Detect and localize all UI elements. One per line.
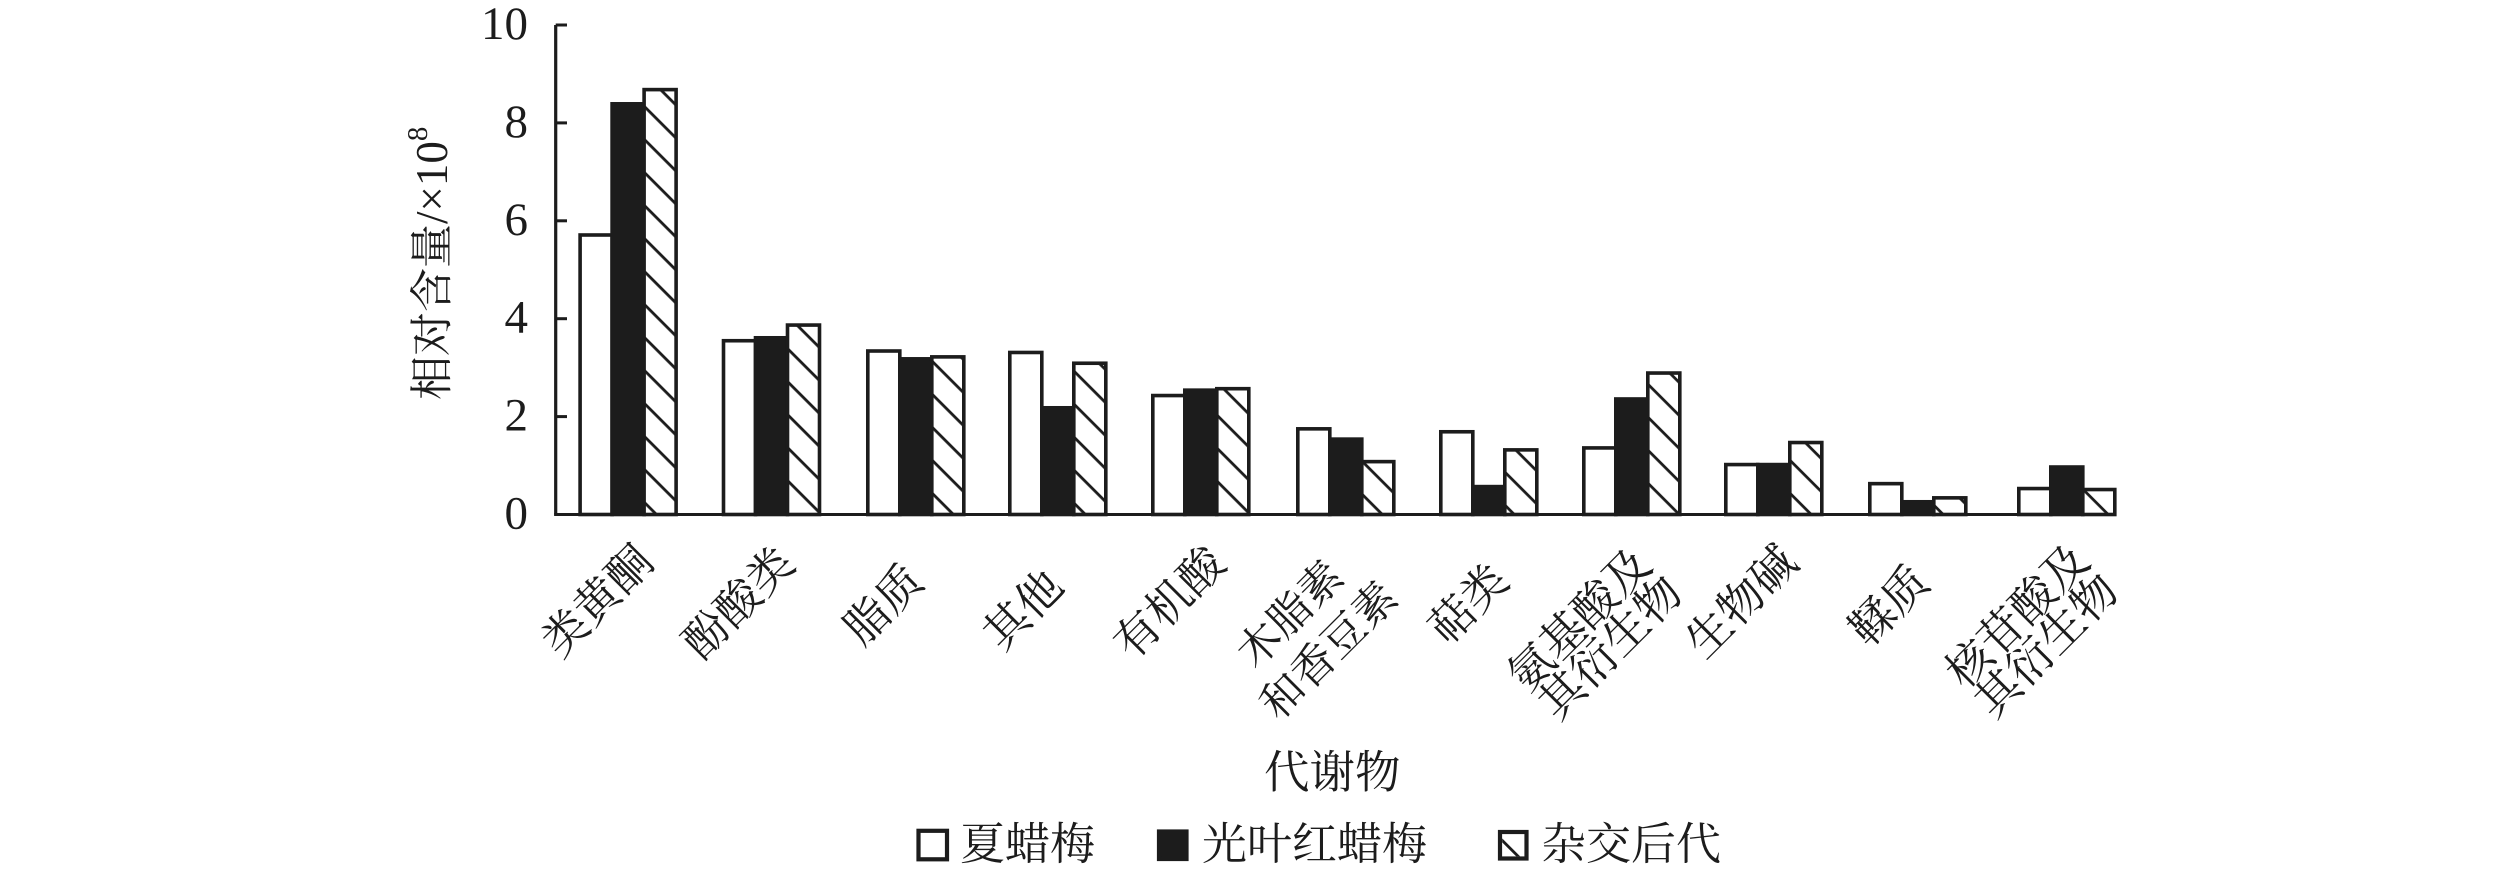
svg-text:0: 0 [505, 488, 529, 540]
svg-text:10: 10 [481, 0, 528, 50]
svg-text:4: 4 [505, 292, 529, 344]
svg-text:2: 2 [505, 390, 529, 442]
svg-text:/×108: /×108 [402, 127, 457, 224]
svg-text:8: 8 [505, 96, 529, 148]
svg-text:6: 6 [505, 194, 529, 246]
